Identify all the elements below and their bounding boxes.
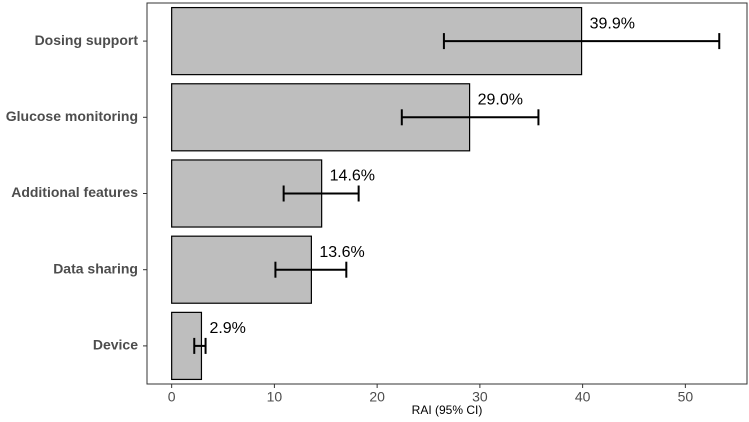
value-label: 2.9% — [209, 320, 245, 337]
x-tick-label: 30 — [472, 389, 488, 405]
x-tick-label: 40 — [575, 389, 591, 405]
value-label: 39.9% — [590, 15, 635, 32]
y-tick-label: Data sharing — [53, 260, 138, 276]
x-tick-label: 20 — [369, 389, 385, 405]
y-tick-label: Dosing support — [35, 32, 139, 48]
value-label: 13.6% — [319, 244, 364, 261]
y-tick-label: Glucose monitoring — [6, 108, 138, 124]
value-label: 29.0% — [478, 92, 523, 109]
x-axis-title: RAI (95% CI) — [412, 403, 483, 417]
bar — [171, 311, 203, 381]
x-tick-label: 10 — [267, 389, 283, 405]
x-tick-label: 0 — [168, 389, 176, 405]
y-tick-label: Additional features — [11, 184, 138, 200]
value-label: 14.6% — [330, 168, 375, 185]
x-tick-label: 50 — [678, 389, 694, 405]
y-tick-label: Device — [93, 337, 138, 353]
